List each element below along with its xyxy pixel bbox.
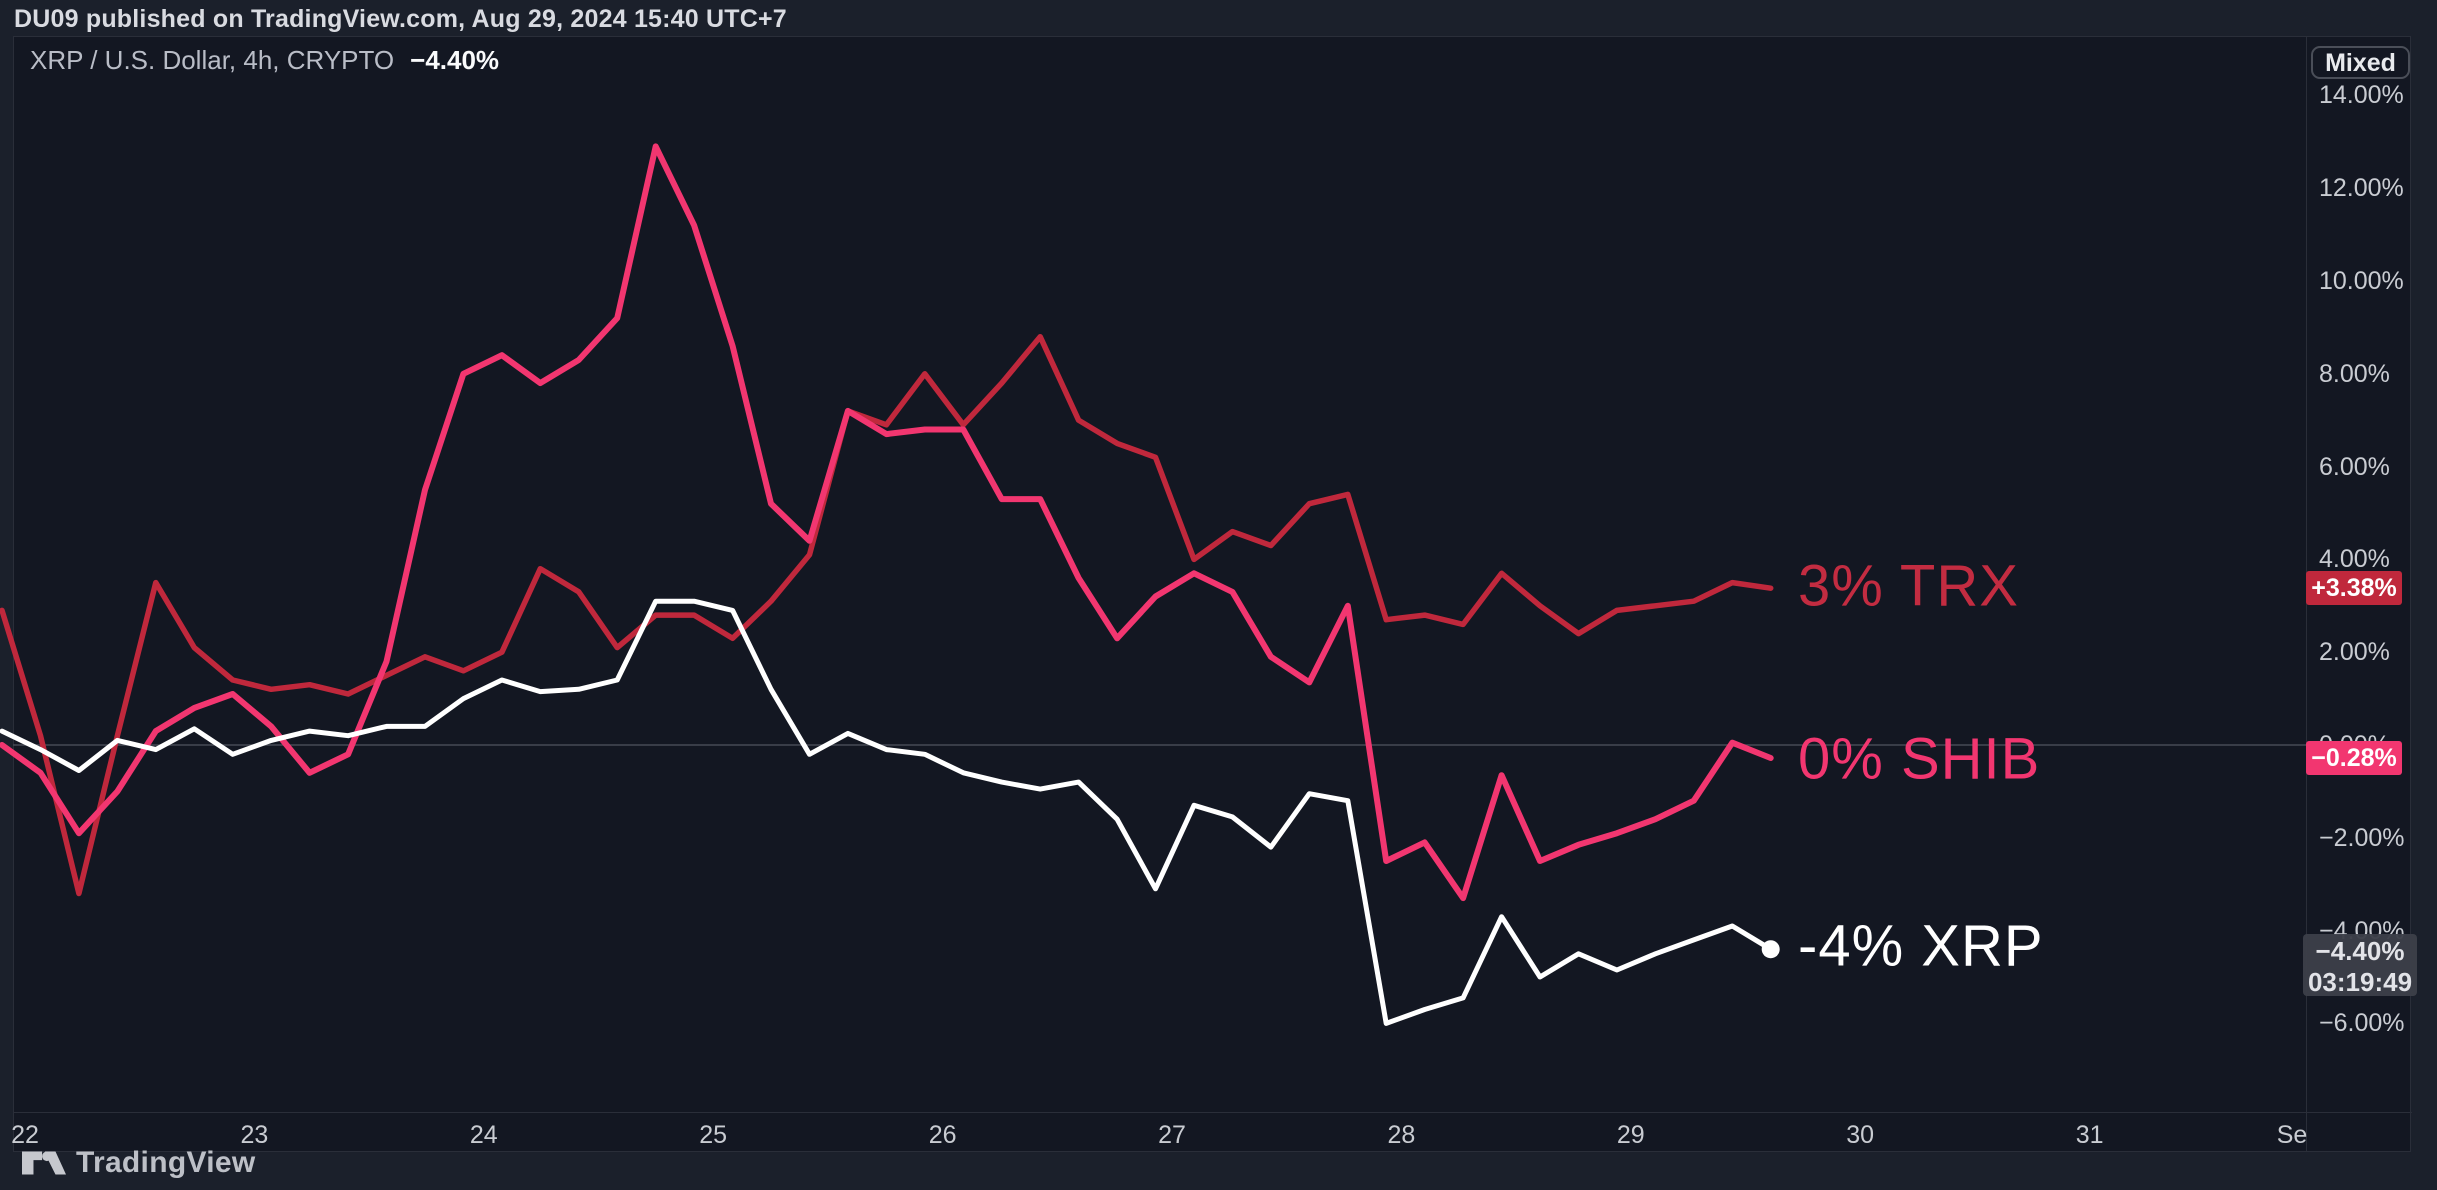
xrp-series-line[interactable]	[0, 598, 1774, 1026]
time-axis-label: 25	[699, 1121, 728, 1149]
time-axis-label: 30	[1846, 1121, 1875, 1149]
price-axis-label: 8.00%	[2319, 359, 2390, 388]
tradingview-logo-icon	[22, 1151, 66, 1175]
time-axis-label: 28	[1387, 1121, 1416, 1149]
trx-price-badge: +3.38%	[2306, 571, 2402, 606]
time-axis-label: 29	[1616, 1121, 1645, 1149]
chart-pane[interactable]	[13, 36, 2411, 1152]
time-axis-label: 31	[2075, 1121, 2104, 1149]
publish-attribution: DU09 published on TradingView.com, Aug 2…	[14, 5, 787, 33]
time-axis-label: 23	[240, 1121, 269, 1149]
price-axis-label: −2.00%	[2319, 823, 2405, 852]
shib-price-badge: −0.28%	[2306, 740, 2402, 775]
series-label-xrp: -4% XRP	[1798, 913, 2044, 979]
xrp-last-price-dot	[1761, 940, 1780, 959]
shib-series-line[interactable]	[0, 143, 1774, 902]
time-axis-label: Se	[2276, 1121, 2308, 1149]
price-axis-label: 4.00%	[2319, 545, 2390, 574]
bar-close-countdown: 03:19:49	[2307, 967, 2413, 997]
price-axis-label: 10.00%	[2319, 267, 2404, 295]
time-axis-label: 26	[928, 1121, 957, 1149]
time-axis-label: 22	[11, 1121, 39, 1149]
price-axis-label: 6.00%	[2319, 452, 2390, 481]
series-label-shib: 0% SHIB	[1798, 726, 2041, 792]
series-label-trx: 3% TRX	[1798, 553, 2019, 619]
price-axis-label: 2.00%	[2319, 638, 2390, 667]
symbol-title[interactable]: XRP / U.S. Dollar, 4h, CRYPTO	[30, 45, 395, 75]
tradingview-logo-text: TradingView	[76, 1146, 256, 1179]
tradingview-logo[interactable]: TradingView	[22, 1146, 255, 1180]
price-axis-label: −6.00%	[2319, 1009, 2405, 1038]
xrp-last-price: −4.40%	[2315, 936, 2405, 966]
mixed-scale-button[interactable]: Mixed	[2311, 46, 2410, 79]
xrp-price-countdown-badge: −4.40% 03:19:49	[2303, 934, 2417, 997]
time-axis-label: 24	[469, 1121, 498, 1149]
chart-title[interactable]: XRP / U.S. Dollar, 4h, CRYPTO −4.40%	[30, 46, 499, 74]
price-axis-label: 14.00%	[2319, 81, 2404, 110]
time-axis-label: 27	[1158, 1121, 1186, 1149]
symbol-change: −4.40%	[410, 45, 500, 75]
trx-series-line[interactable]	[0, 333, 1774, 897]
time-axis-separator	[13, 1112, 2412, 1113]
price-axis-label: 12.00%	[2319, 174, 2404, 203]
